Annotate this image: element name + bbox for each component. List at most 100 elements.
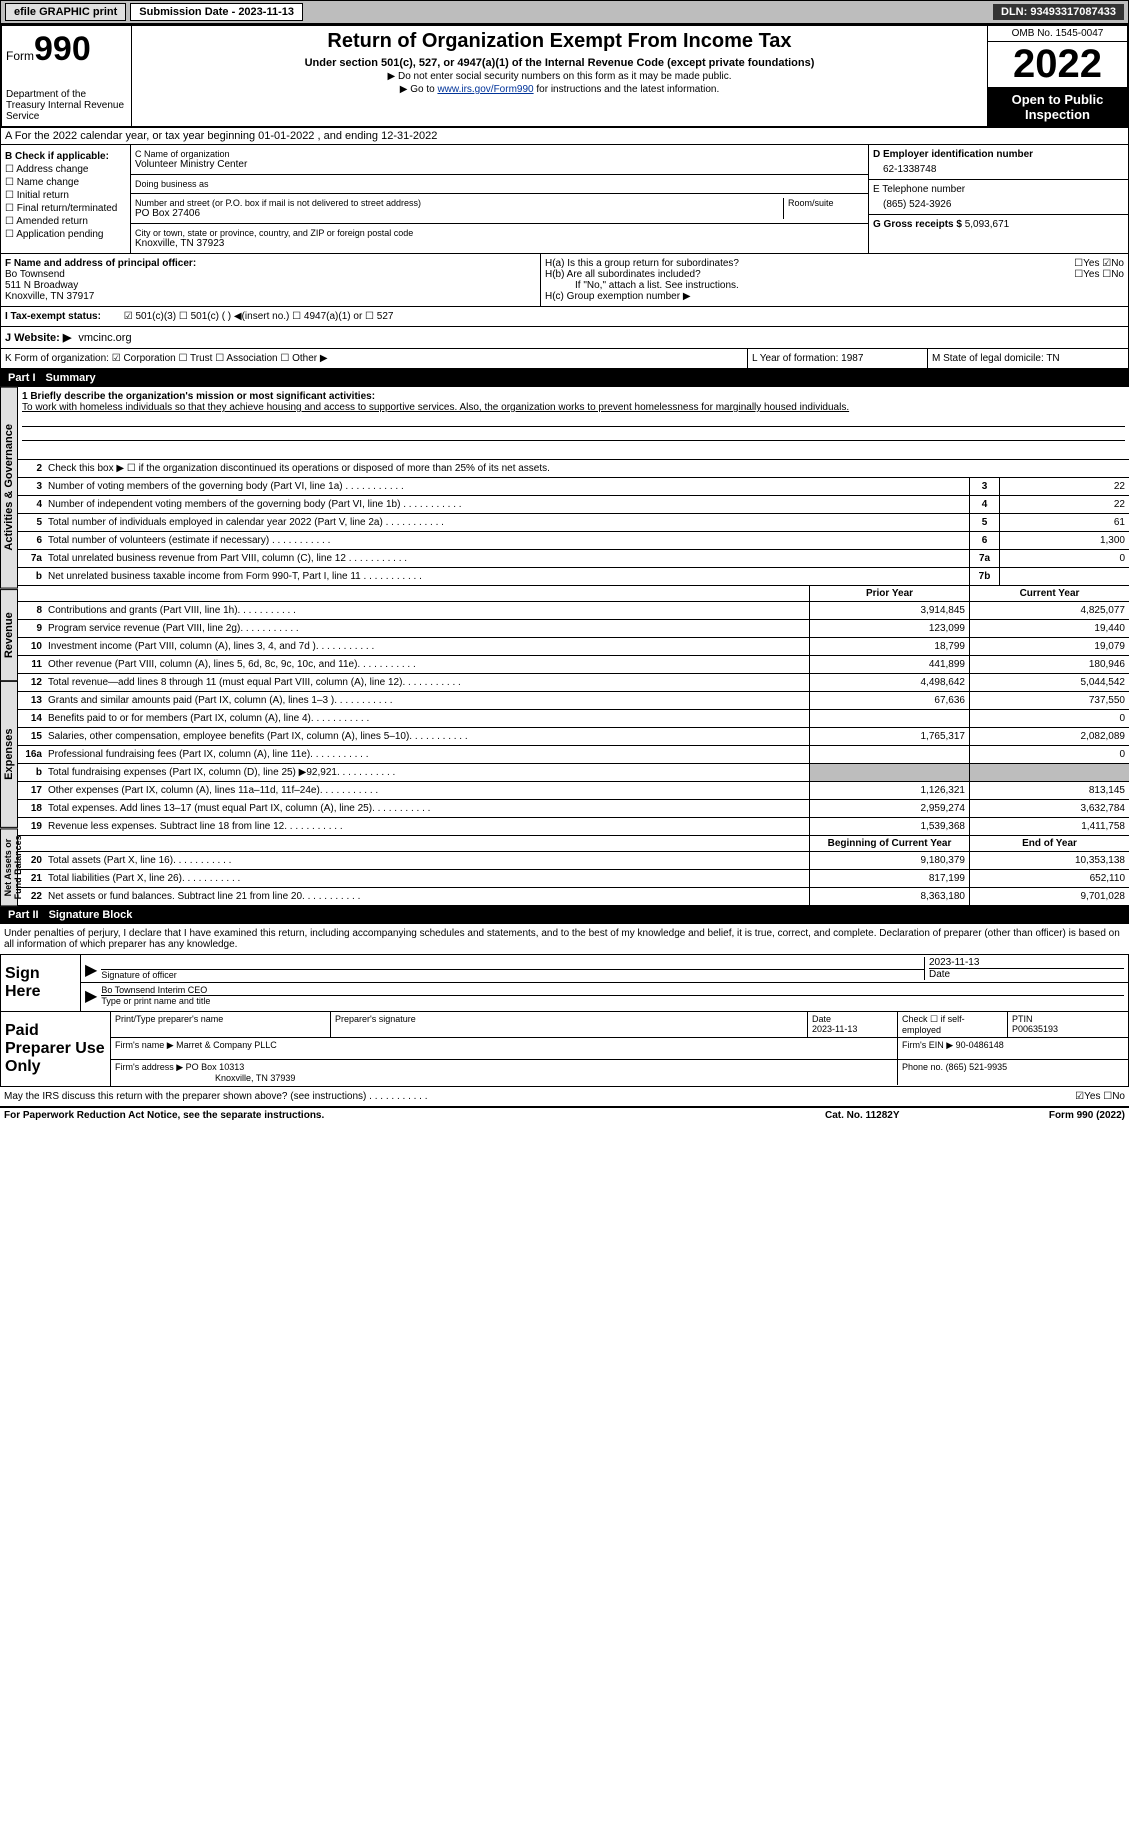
box-b-item: ☐ Address change [5,164,126,175]
prior-value: 2,959,274 [809,800,969,817]
cat-number: Cat. No. 11282Y [825,1110,975,1121]
data-row: 21 Total liabilities (Part X, line 26) 8… [18,870,1129,888]
sig-name-field: Bo Townsend Interim CEO Type or print na… [101,985,1124,1006]
firm-ein: Firm's EIN ▶ 90-0486148 [898,1038,1128,1059]
prior-year-header: Prior Year [809,586,969,601]
note-pre: ▶ Go to [400,84,438,95]
ha-label: H(a) Is this a group return for subordin… [545,258,739,269]
ein-label: D Employer identification number [873,149,1124,160]
prior-value: 1,126,321 [809,782,969,799]
firm-addr: Firm's address ▶ PO Box 10313Knoxville, … [111,1060,898,1085]
net-header: Beginning of Current Year End of Year [18,836,1129,852]
submission-date: Submission Date - 2023-11-13 [130,3,303,21]
current-value: 813,145 [969,782,1129,799]
part2-header: Part II Signature Block [0,906,1129,924]
line-desc: Investment income (Part VIII, column (A)… [48,638,809,655]
sign-here-section: Sign Here ▶ Signature of officer 2023-11… [0,954,1129,1012]
dln-label: DLN: 93493317087433 [993,4,1124,20]
irs-link[interactable]: www.irs.gov/Form990 [437,84,533,95]
line-box: 5 [969,514,999,531]
line-num: b [18,571,48,582]
open-inspection: Open to Public Inspection [988,88,1127,126]
page-footer: For Paperwork Reduction Act Notice, see … [0,1106,1129,1123]
current-value: 9,701,028 [969,888,1129,905]
mission-block: 1 Briefly describe the organization's mi… [18,387,1129,460]
line-desc: Total fundraising expenses (Part IX, col… [48,764,809,781]
prior-value: 441,899 [809,656,969,673]
ein-value: 62-1338748 [873,160,1124,175]
data-row: 18 Total expenses. Add lines 13–17 (must… [18,800,1129,818]
data-row: 15 Salaries, other compensation, employe… [18,728,1129,746]
line-box: 6 [969,532,999,549]
firm-phone: Phone no. (865) 521-9935 [898,1060,1128,1085]
line-value: 61 [999,514,1129,531]
line-num: 6 [18,535,48,546]
prep-date: Date2023-11-13 [808,1012,898,1037]
form-footer: Form 990 (2022) [975,1110,1125,1121]
declaration-text: Under penalties of perjury, I declare th… [0,924,1129,954]
form-number: 990 [34,30,91,68]
line-num: 10 [18,638,48,655]
header-left: Form990 Department of the Treasury Inter… [2,26,132,126]
line-desc: Other revenue (Part VIII, column (A), li… [48,656,809,673]
line-desc: Number of voting members of the governin… [48,479,969,494]
paid-preparer-label: Paid Preparer Use Only [1,1012,111,1086]
identity-section: B Check if applicable: ☐ Address change ☐… [1,145,1128,253]
header-center: Return of Organization Exempt From Incom… [132,26,987,126]
current-value: 737,550 [969,692,1129,709]
line-num: b [18,764,48,781]
line-desc: Total number of volunteers (estimate if … [48,533,969,548]
data-row: 9 Program service revenue (Part VIII, li… [18,620,1129,638]
prior-value: 123,099 [809,620,969,637]
data-row: 16a Professional fundraising fees (Part … [18,746,1129,764]
line-box: 7b [969,568,999,585]
box-b-label: B Check if applicable: [5,151,126,162]
summary-row: 7a Total unrelated business revenue from… [18,550,1129,568]
line-value: 1,300 [999,532,1129,549]
box-l: L Year of formation: 1987 [748,349,928,368]
line-desc: Total unrelated business revenue from Pa… [48,551,969,566]
line-desc: Number of independent voting members of … [48,497,969,512]
data-row: 8 Contributions and grants (Part VIII, l… [18,602,1129,620]
current-value: 2,082,089 [969,728,1129,745]
line-desc: Contributions and grants (Part VIII, lin… [48,602,809,619]
end-year-header: End of Year [969,836,1129,851]
line-box: 3 [969,478,999,495]
line-num: 7a [18,553,48,564]
current-value: 19,440 [969,620,1129,637]
gross-value: 5,093,671 [965,219,1010,230]
addr-label: Number and street (or P.O. box if mail i… [135,198,779,208]
tax-status-label: I Tax-exempt status: [5,311,101,322]
current-value: 180,946 [969,656,1129,673]
prep-check: Check ☐ if self-employed [898,1012,1008,1037]
part2-title: Signature Block [49,909,133,921]
summary-row: 4 Number of independent voting members o… [18,496,1129,514]
summary-row: 3 Number of voting members of the govern… [18,478,1129,496]
box-f: F Name and address of principal officer:… [1,254,541,306]
sign-here-label: Sign Here [1,955,81,1011]
part1-header: Part I Summary [0,369,1129,387]
side-revenue: Revenue [0,589,18,681]
tax-year: 2022 [988,42,1127,88]
line-value: 0 [999,550,1129,567]
box-b-item: ☐ Initial return [5,190,126,201]
data-row: 20 Total assets (Part X, line 16) 9,180,… [18,852,1129,870]
box-i: I Tax-exempt status: ☑ 501(c)(3) ☐ 501(c… [1,306,1128,326]
prep-sig-label: Preparer's signature [331,1012,808,1037]
form-title: Return of Organization Exempt From Incom… [136,30,983,53]
ha-no: No [1111,258,1124,269]
prior-value: 18,799 [809,638,969,655]
data-row: b Total fundraising expenses (Part IX, c… [18,764,1129,782]
website-value[interactable]: vmcinc.org [78,332,131,344]
city-value: Knoxville, TN 37923 [135,238,864,249]
box-b-item: ☐ Application pending [5,229,126,240]
discuss-no: No [1112,1091,1125,1102]
hc-label: H(c) Group exemption number ▶ [545,291,1124,302]
efile-print-button[interactable]: efile GRAPHIC print [5,3,126,21]
line-box: 7a [969,550,999,567]
omb-number: OMB No. 1545-0047 [988,26,1127,42]
line-desc: Total revenue—add lines 8 through 11 (mu… [48,674,809,691]
officer-addr2: Knoxville, TN 37917 [5,291,536,302]
paid-preparer-section: Paid Preparer Use Only Print/Type prepar… [0,1012,1129,1087]
summary-row: 6 Total number of volunteers (estimate i… [18,532,1129,550]
